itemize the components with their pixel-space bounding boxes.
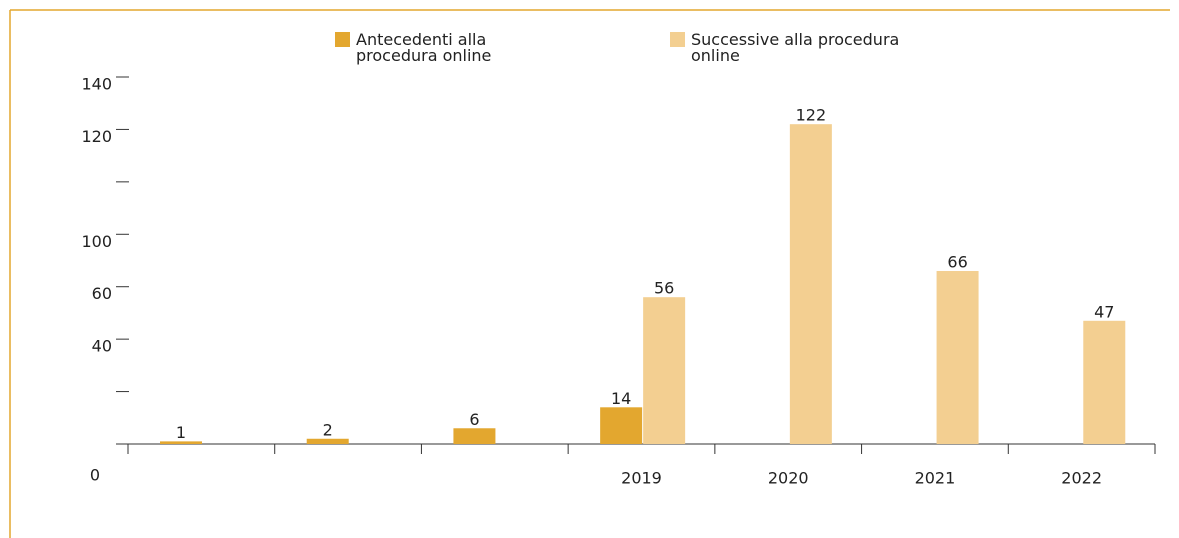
- x-tick-label: 2020: [768, 469, 809, 488]
- y-tick-label: 120: [81, 127, 112, 146]
- y-tick-label: 40: [92, 337, 112, 356]
- y-tick-label: 60: [92, 284, 112, 303]
- data-label: 122: [796, 106, 827, 125]
- legend-item: Antecedenti alla procedura online: [335, 32, 516, 64]
- data-label: 66: [947, 252, 967, 271]
- data-label: 47: [1094, 302, 1114, 321]
- data-label: 2: [323, 420, 333, 439]
- y-tick-label: 100: [81, 232, 112, 251]
- legend-swatch: [335, 32, 350, 47]
- data-label: 6: [469, 410, 479, 429]
- y-tick-label: 0: [90, 466, 100, 485]
- bar: [600, 407, 643, 444]
- x-tick-label: 2021: [915, 469, 956, 488]
- legend-swatch: [670, 32, 685, 47]
- bar: [453, 428, 496, 444]
- x-tick-label: 2019: [621, 469, 662, 488]
- data-label: 1: [176, 423, 186, 442]
- data-label: 14: [611, 389, 631, 408]
- data-label: 56: [654, 279, 674, 298]
- y-tick-label: 140: [81, 75, 112, 94]
- bar: [160, 441, 202, 444]
- legend-label: Antecedenti alla procedura online: [356, 30, 492, 65]
- bar: [936, 270, 979, 444]
- legend-label: Successive alla procedura online: [691, 30, 900, 65]
- bar: [789, 124, 832, 444]
- x-tick-label: 2022: [1061, 469, 1102, 488]
- bar: [306, 438, 349, 444]
- bar: [1083, 320, 1126, 444]
- bar: [643, 297, 686, 444]
- legend-item: Successive alla procedura online: [670, 32, 931, 64]
